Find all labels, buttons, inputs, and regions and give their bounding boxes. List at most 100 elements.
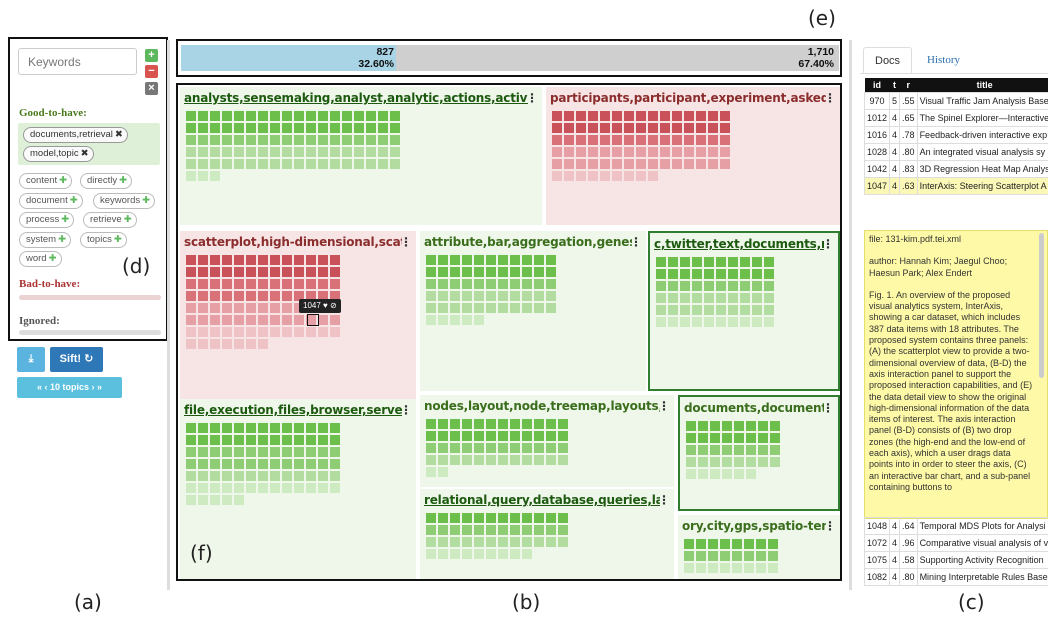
remove-icon[interactable]: ✖ bbox=[80, 148, 89, 159]
document-cell[interactable] bbox=[656, 305, 666, 315]
add-icon[interactable]: ✚ bbox=[59, 175, 68, 186]
document-cell[interactable] bbox=[246, 147, 256, 157]
document-cell[interactable] bbox=[558, 525, 568, 535]
document-cell[interactable] bbox=[318, 471, 328, 481]
document-cell[interactable] bbox=[744, 551, 754, 561]
document-cell[interactable] bbox=[710, 433, 720, 443]
document-cell[interactable] bbox=[366, 123, 376, 133]
document-cell[interactable] bbox=[330, 255, 340, 265]
document-cell[interactable] bbox=[426, 279, 436, 289]
document-cell[interactable] bbox=[462, 303, 472, 313]
document-cell[interactable] bbox=[534, 303, 544, 313]
document-cell[interactable] bbox=[498, 443, 508, 453]
document-cell[interactable] bbox=[186, 315, 196, 325]
document-cell[interactable] bbox=[426, 443, 436, 453]
document-cell[interactable] bbox=[660, 159, 670, 169]
document-cell[interactable] bbox=[210, 111, 220, 121]
document-cell[interactable] bbox=[740, 293, 750, 303]
document-cell[interactable] bbox=[306, 279, 316, 289]
document-cell[interactable] bbox=[684, 563, 694, 573]
document-cell[interactable] bbox=[692, 305, 702, 315]
topic-title[interactable]: file,execution,files,browser,server,p bbox=[184, 403, 402, 417]
document-cell[interactable] bbox=[270, 159, 280, 169]
document-cell[interactable] bbox=[186, 435, 196, 445]
document-cell[interactable] bbox=[306, 267, 316, 277]
document-cell[interactable] bbox=[246, 303, 256, 313]
document-cell[interactable] bbox=[438, 467, 448, 477]
document-cell[interactable] bbox=[546, 267, 556, 277]
document-cell[interactable] bbox=[588, 171, 598, 181]
document-cell[interactable] bbox=[764, 269, 774, 279]
document-cell[interactable] bbox=[246, 135, 256, 145]
document-cell[interactable] bbox=[534, 431, 544, 441]
tab-history[interactable]: History bbox=[927, 54, 960, 66]
document-cell[interactable] bbox=[752, 293, 762, 303]
document-cell[interactable] bbox=[684, 147, 694, 157]
document-cell[interactable] bbox=[696, 147, 706, 157]
document-cell[interactable] bbox=[306, 459, 316, 469]
topic-title[interactable]: attribute,bar,aggregation,genes,bru bbox=[424, 235, 632, 249]
document-cell[interactable] bbox=[258, 315, 268, 325]
document-cell[interactable] bbox=[186, 159, 196, 169]
col-t[interactable]: t bbox=[889, 78, 900, 92]
document-cell[interactable] bbox=[564, 159, 574, 169]
document-cell[interactable] bbox=[210, 327, 220, 337]
document-cell[interactable] bbox=[210, 459, 220, 469]
document-row[interactable]: 1048 4.64 Temporal MDS Plots for Analysi bbox=[863, 517, 1048, 535]
document-cell[interactable] bbox=[270, 111, 280, 121]
document-cell[interactable] bbox=[486, 291, 496, 301]
document-cell[interactable] bbox=[720, 563, 730, 573]
document-cell[interactable] bbox=[282, 267, 292, 277]
document-cell[interactable] bbox=[498, 255, 508, 265]
document-cell[interactable] bbox=[306, 315, 316, 325]
topic-menu-icon[interactable]: ⋮ bbox=[658, 493, 670, 507]
document-cell[interactable] bbox=[522, 279, 532, 289]
document-cell[interactable] bbox=[234, 303, 244, 313]
document-cell[interactable] bbox=[234, 495, 244, 505]
document-cell[interactable] bbox=[696, 159, 706, 169]
document-cell[interactable] bbox=[624, 111, 634, 121]
document-cell[interactable] bbox=[546, 303, 556, 313]
document-cell[interactable] bbox=[770, 421, 780, 431]
document-cell[interactable] bbox=[510, 279, 520, 289]
document-cell[interactable] bbox=[318, 123, 328, 133]
document-cell[interactable] bbox=[306, 483, 316, 493]
col-id[interactable]: id bbox=[864, 78, 890, 92]
document-cell[interactable] bbox=[330, 327, 340, 337]
document-cell[interactable] bbox=[450, 525, 460, 535]
document-cell[interactable] bbox=[222, 447, 232, 457]
document-cell[interactable] bbox=[462, 431, 472, 441]
document-cell[interactable] bbox=[474, 537, 484, 547]
document-cell[interactable] bbox=[354, 135, 364, 145]
document-cell[interactable] bbox=[270, 459, 280, 469]
document-cell[interactable] bbox=[600, 123, 610, 133]
document-cell[interactable] bbox=[198, 147, 208, 157]
document-cell[interactable] bbox=[438, 255, 448, 265]
document-cell[interactable] bbox=[378, 135, 388, 145]
document-cell[interactable] bbox=[546, 431, 556, 441]
document-cell[interactable] bbox=[390, 159, 400, 169]
document-cell[interactable] bbox=[294, 111, 304, 121]
document-cell[interactable] bbox=[624, 135, 634, 145]
document-cell[interactable] bbox=[450, 431, 460, 441]
document-cell[interactable] bbox=[186, 339, 196, 349]
candidate-keyword-pill[interactable]: system ✚ bbox=[19, 232, 72, 248]
detail-scrollbar[interactable] bbox=[1039, 233, 1044, 378]
document-cell[interactable] bbox=[186, 123, 196, 133]
document-cell[interactable] bbox=[660, 123, 670, 133]
document-cell[interactable] bbox=[294, 447, 304, 457]
document-cell[interactable] bbox=[330, 135, 340, 145]
document-cell[interactable] bbox=[198, 339, 208, 349]
document-cell[interactable] bbox=[510, 431, 520, 441]
document-cell[interactable] bbox=[258, 279, 268, 289]
document-cell[interactable] bbox=[306, 471, 316, 481]
document-cell[interactable] bbox=[552, 159, 562, 169]
document-cell[interactable] bbox=[486, 525, 496, 535]
document-cell[interactable] bbox=[330, 123, 340, 133]
add-icon[interactable]: ✚ bbox=[58, 234, 67, 245]
document-cell[interactable] bbox=[734, 433, 744, 443]
topic-menu-icon[interactable]: ⋮ bbox=[822, 237, 834, 251]
document-cell[interactable] bbox=[318, 111, 328, 121]
document-cell[interactable] bbox=[720, 147, 730, 157]
document-cell[interactable] bbox=[186, 279, 196, 289]
